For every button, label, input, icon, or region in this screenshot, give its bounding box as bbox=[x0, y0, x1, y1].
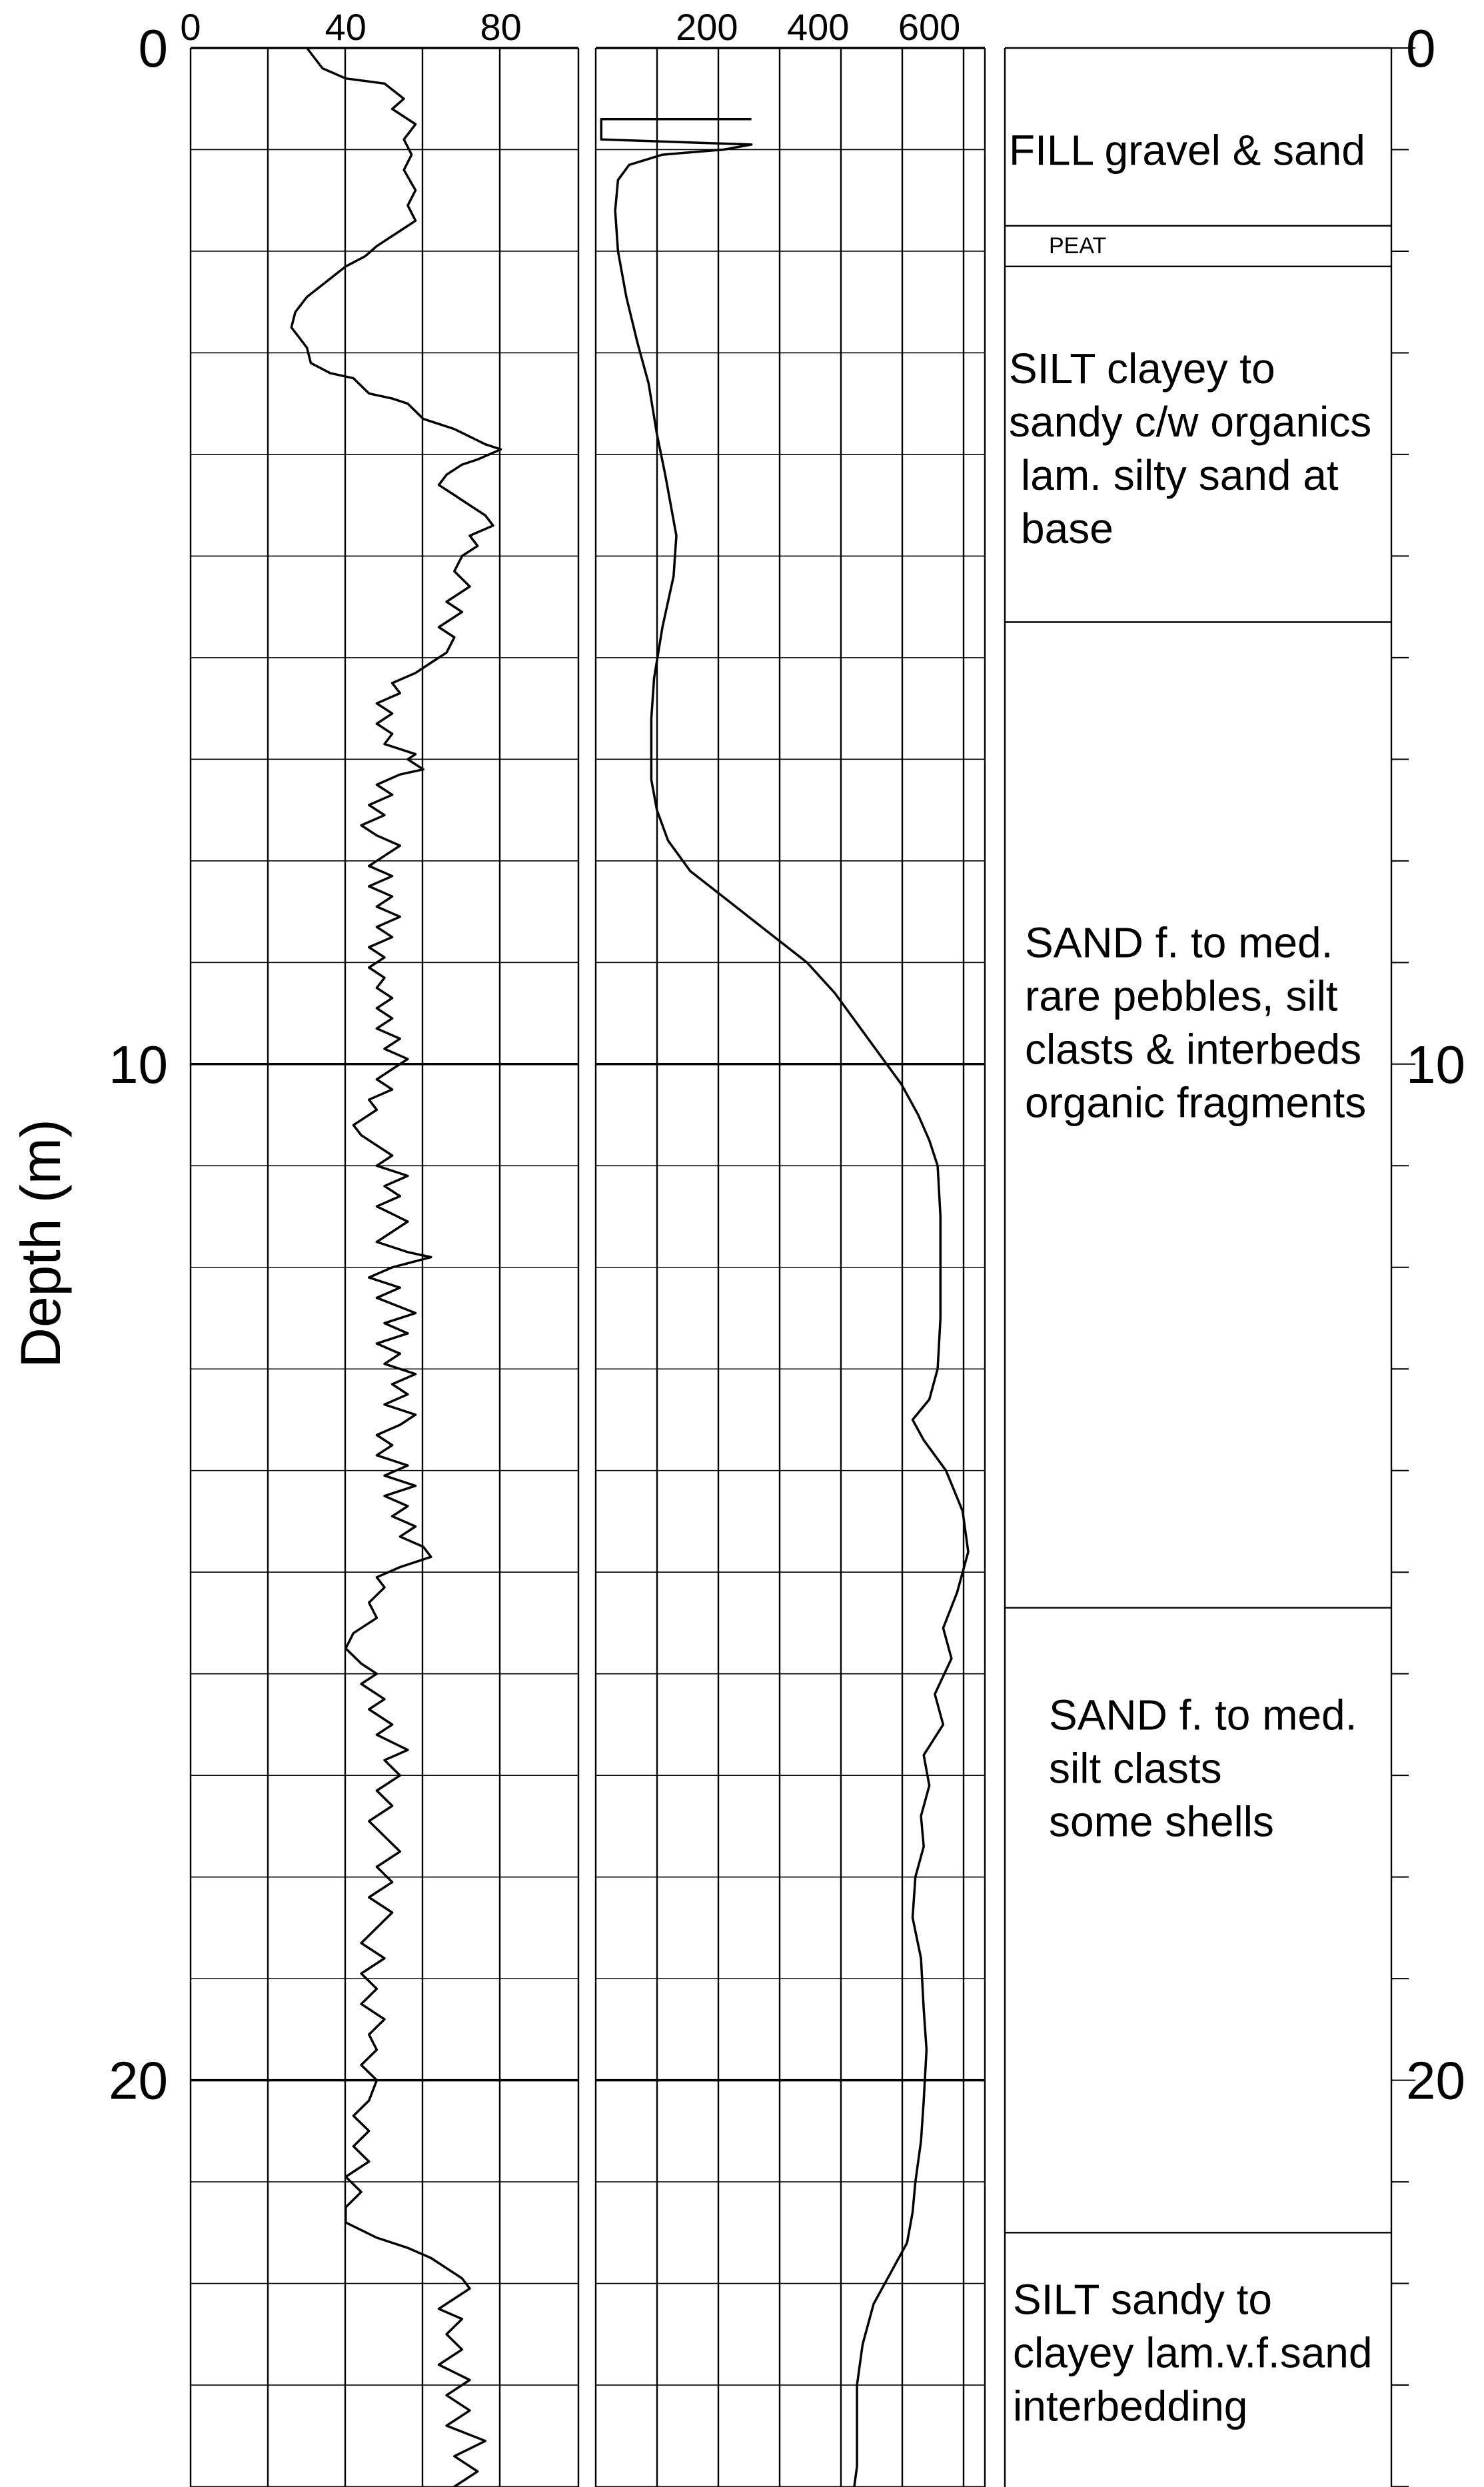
x-tick-label: 600 bbox=[898, 6, 960, 48]
lithology-label: SILT clayey to sandy c/w organics lam. sil… bbox=[1009, 345, 1371, 552]
x-tick-label: 400 bbox=[787, 6, 849, 48]
x-tick-label: 80 bbox=[480, 6, 521, 48]
log-curves bbox=[290, 47, 970, 2487]
x-tick-label: 0 bbox=[180, 6, 201, 48]
depth-tick-label: 10 bbox=[109, 1035, 168, 1094]
lithology-label-line: interbedding bbox=[1013, 2382, 1247, 2430]
lithology-label: PEAT bbox=[1049, 233, 1106, 259]
lithology-label-line: clasts & interbeds bbox=[1025, 1026, 1361, 1074]
lithology-label-line: SAND f. to med. bbox=[1025, 919, 1333, 967]
lithology-label-line: silt clasts bbox=[1049, 1745, 1222, 1793]
lithology-label-line: clayey lam.v.f.sand bbox=[1013, 2328, 1372, 2376]
depth-tick-label-right: 20 bbox=[1406, 2051, 1465, 2110]
lithology-label: FILL gravel & sand bbox=[1009, 126, 1365, 174]
lithology-label: SAND f. to med. rare pebbles, silt clasts … bbox=[1025, 919, 1366, 1127]
x-tick-label: 200 bbox=[676, 6, 738, 48]
depth-tick-label: 20 bbox=[109, 2051, 168, 2110]
lithology-label-line: SILT clayey to bbox=[1009, 345, 1275, 393]
y-axis-label: Depth (m) bbox=[9, 1119, 72, 1367]
log-2-curve bbox=[600, 117, 970, 2487]
lithology-label-line: sandy c/w organics bbox=[1009, 398, 1371, 446]
lithology-label-line: rare pebbles, silt bbox=[1025, 972, 1338, 1020]
lithology-label-line: base bbox=[1021, 504, 1113, 552]
log-1-grid bbox=[189, 47, 580, 2487]
lithology-label-line: PEAT bbox=[1049, 233, 1106, 259]
lithology-label-line: FILL gravel & sand bbox=[1009, 126, 1365, 174]
lithology-label-line: lam. silty sand at bbox=[1021, 451, 1339, 499]
log-2-grid bbox=[594, 47, 986, 2487]
x-tick-label: 40 bbox=[325, 6, 367, 48]
depth-tick-label-right: 10 bbox=[1406, 1035, 1465, 1094]
lithology-label: SAND f. to med. silt clasts some shells bbox=[1049, 1691, 1357, 1846]
log-1-curve bbox=[290, 47, 502, 2487]
lithology-label-line: organic fragments bbox=[1025, 1079, 1366, 1127]
lithology-label: SILT sandy to clayey lam.v.f.sand interbed… bbox=[1013, 2275, 1372, 2430]
lithology-column: FILL gravel & sand PEAT SILT clayey to sand… bbox=[1004, 47, 1415, 2487]
depth-tick-label: 0 bbox=[139, 19, 169, 78]
lithology-label-line: SAND f. to med. bbox=[1049, 1691, 1357, 1739]
depth-tick-label-right: 0 bbox=[1406, 19, 1436, 78]
lithology-label-line: SILT sandy to bbox=[1013, 2275, 1272, 2323]
lithology-label-line: some shells bbox=[1049, 1798, 1274, 1846]
